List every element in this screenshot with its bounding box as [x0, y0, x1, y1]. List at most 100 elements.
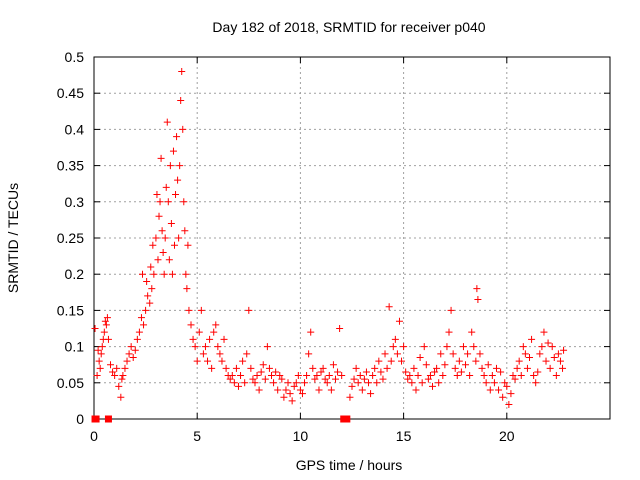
- data-point: [309, 364, 317, 372]
- data-point: [100, 328, 108, 336]
- data-point: [478, 364, 486, 372]
- data-point: [179, 125, 187, 133]
- tick-marks: 0 0.05 0.1 0.15 0.2 0.25 0.3 0.35 0.4 0.45 0.5 0 5 10…: [57, 49, 610, 444]
- data-point: [414, 372, 422, 380]
- data-point: [445, 328, 453, 336]
- data-point: [187, 321, 195, 329]
- data-point: [173, 133, 181, 141]
- data-point: [149, 241, 157, 249]
- data-point: [473, 285, 481, 293]
- data-point: [321, 375, 329, 383]
- data-point: [367, 390, 375, 398]
- data-point: [212, 321, 220, 329]
- data-point: [457, 368, 465, 376]
- data-point: [175, 234, 183, 242]
- data-point: [158, 227, 166, 235]
- data-point: [251, 379, 259, 387]
- x-tick-label: 0: [90, 428, 98, 444]
- data-point: [183, 285, 191, 293]
- data-point: [140, 321, 148, 329]
- data-point: [387, 357, 395, 365]
- data-point: [259, 361, 267, 369]
- data-point: [218, 357, 226, 365]
- data-point: [241, 379, 249, 387]
- data-point: [538, 343, 546, 351]
- data-point: [159, 248, 167, 256]
- x-axis-label: GPS time / hours: [296, 457, 403, 473]
- data-point: [153, 191, 161, 199]
- data-point: [515, 357, 523, 365]
- data-series: [91, 67, 568, 423]
- data-point: [210, 328, 218, 336]
- data-point: [195, 328, 203, 336]
- data-point: [480, 372, 488, 380]
- data-point: [284, 379, 292, 387]
- data-point: [115, 382, 123, 390]
- data-point: [303, 372, 311, 380]
- data-point: [137, 314, 145, 322]
- data-point: [163, 118, 171, 126]
- data-point: [290, 382, 298, 390]
- data-point: [98, 343, 106, 351]
- data-point: [398, 357, 406, 365]
- data-point: [298, 390, 306, 398]
- data-point: [103, 314, 111, 322]
- data-point: [152, 234, 160, 242]
- data-point: [383, 364, 391, 372]
- data-point: [184, 241, 192, 249]
- data-point: [431, 368, 439, 376]
- data-point: [282, 386, 290, 394]
- data-point: [243, 350, 251, 358]
- data-point: [412, 386, 420, 394]
- data-point: [519, 343, 527, 351]
- data-point: [97, 350, 105, 358]
- data-point: [139, 270, 147, 278]
- data-point: [523, 364, 531, 372]
- data-point: [550, 353, 558, 361]
- data-point: [354, 379, 362, 387]
- data-point: [375, 357, 383, 365]
- data-point: [253, 372, 261, 380]
- data-point: [435, 379, 443, 387]
- data-point: [95, 357, 103, 365]
- zero-marker: [343, 415, 351, 423]
- data-point: [121, 364, 129, 372]
- data-point: [181, 227, 189, 235]
- data-point: [193, 357, 201, 365]
- data-point: [325, 372, 333, 380]
- data-point: [93, 372, 101, 380]
- data-point: [433, 364, 441, 372]
- data-point: [263, 343, 271, 351]
- data-point: [356, 372, 364, 380]
- data-point: [255, 386, 263, 394]
- y-tick-label: 0.2: [65, 266, 85, 282]
- data-point: [455, 357, 463, 365]
- data-point: [232, 364, 240, 372]
- y-tick-label: 0.25: [57, 230, 84, 246]
- data-point: [499, 393, 507, 401]
- data-point: [164, 198, 172, 206]
- data-point: [168, 270, 176, 278]
- x-tick-label: 10: [293, 428, 309, 444]
- data-point: [169, 147, 177, 155]
- data-point: [216, 350, 224, 358]
- data-point: [178, 67, 186, 75]
- data-point: [509, 372, 517, 380]
- data-point: [102, 321, 110, 329]
- data-point: [123, 357, 131, 365]
- data-point: [402, 368, 410, 376]
- data-point: [199, 350, 207, 358]
- data-point: [148, 285, 156, 293]
- data-point: [118, 375, 126, 383]
- data-point: [408, 379, 416, 387]
- data-point: [292, 379, 300, 387]
- data-point: [109, 368, 117, 376]
- data-point: [466, 372, 474, 380]
- data-point: [484, 361, 492, 369]
- y-tick-label: 0.05: [57, 375, 84, 391]
- data-point: [191, 343, 199, 351]
- data-point: [111, 372, 119, 380]
- data-point: [331, 375, 339, 383]
- data-point: [155, 212, 163, 220]
- data-point: [142, 306, 150, 314]
